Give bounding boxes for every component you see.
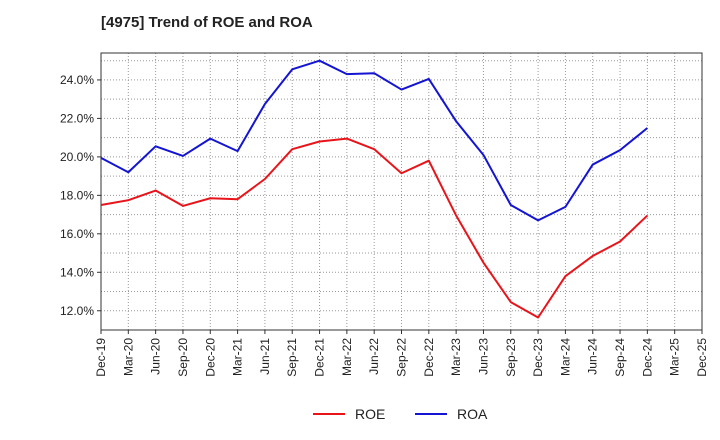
x-tick-label: Sep-24: [613, 338, 627, 377]
legend-label-roe: ROE: [355, 406, 385, 422]
x-tick-label: Jun-23: [476, 338, 490, 375]
x-tick-label: Sep-20: [176, 338, 190, 377]
y-tick-label: 16.0%: [60, 227, 94, 241]
series-line-roa: [100, 59, 648, 222]
x-tick-label: Sep-23: [504, 338, 518, 377]
x-tick-label: Mar-20: [121, 338, 135, 376]
x-tick-label: Jun-21: [258, 338, 272, 375]
x-tick-label: Dec-25: [695, 338, 709, 377]
y-tick-label: 18.0%: [60, 188, 94, 202]
y-tick-label: 20.0%: [60, 150, 94, 164]
y-tick-label: 22.0%: [60, 111, 94, 125]
y-tick-label: 12.0%: [60, 304, 94, 318]
legend-label-roa: ROA: [457, 406, 488, 422]
x-tick-label: Sep-22: [395, 338, 409, 377]
x-tick-label: Sep-21: [285, 338, 299, 377]
x-tick-label: Dec-23: [531, 338, 545, 377]
x-tick-label: Dec-22: [422, 338, 436, 377]
chart-title: [4975] Trend of ROE and ROA: [101, 14, 313, 31]
series-line-roe: [100, 137, 649, 319]
x-tick-label: Jun-22: [367, 338, 381, 375]
x-tick-label: Mar-25: [668, 338, 682, 376]
grid: [101, 53, 702, 331]
y-axis: 12.0% 14.0% 16.0% 18.0% 20.0% 22.0% 24.0%: [60, 73, 101, 318]
x-tick-label: Dec-19: [94, 338, 108, 377]
series-lines: [100, 59, 649, 319]
legend: ROE ROA: [313, 406, 488, 422]
x-tick-label: Dec-20: [203, 338, 217, 377]
x-tick-label: Jun-24: [586, 338, 600, 375]
y-tick-label: 24.0%: [60, 73, 94, 87]
x-tick-label: Mar-24: [558, 338, 572, 376]
x-tick-label: Mar-23: [449, 338, 463, 376]
x-tick-label: Dec-21: [313, 338, 327, 377]
x-tick-label: Mar-22: [340, 338, 354, 376]
x-tick-label: Dec-24: [640, 338, 654, 377]
y-tick-label: 14.0%: [60, 265, 94, 279]
x-tick-label: Mar-21: [231, 338, 245, 376]
x-axis: Dec-19 Mar-20 Jun-20 Sep-20 Dec-20 Mar-21 Jun-…: [94, 330, 709, 377]
x-tick-label: Jun-20: [149, 338, 163, 375]
